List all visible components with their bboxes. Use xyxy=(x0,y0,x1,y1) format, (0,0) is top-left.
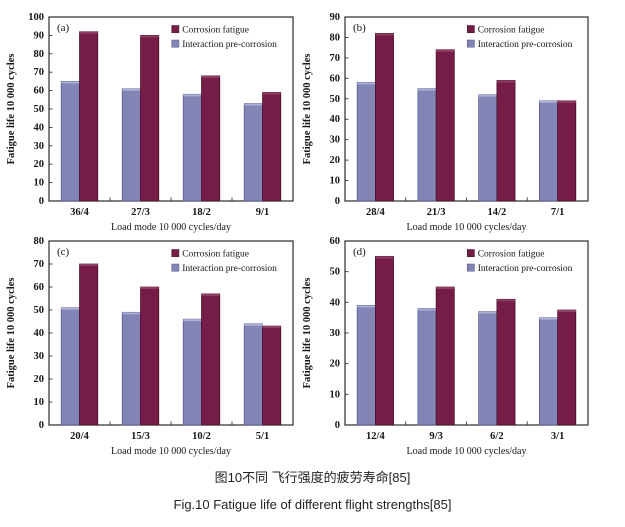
svg-text:15/3: 15/3 xyxy=(131,431,150,442)
svg-text:Corrosion fatigue: Corrosion fatigue xyxy=(478,24,545,35)
svg-text:40: 40 xyxy=(330,297,341,308)
svg-text:10: 10 xyxy=(34,397,45,408)
svg-text:50: 50 xyxy=(34,104,45,115)
svg-text:0: 0 xyxy=(335,420,340,431)
svg-text:Load mode 10 000 cycles/day: Load mode 10 000 cycles/day xyxy=(111,222,231,233)
svg-text:0: 0 xyxy=(39,196,44,207)
svg-text:18/2: 18/2 xyxy=(192,207,211,218)
svg-text:60: 60 xyxy=(330,236,341,247)
svg-text:50: 50 xyxy=(330,267,341,278)
svg-text:90: 90 xyxy=(34,30,45,41)
svg-text:40: 40 xyxy=(34,328,45,339)
svg-text:70: 70 xyxy=(34,259,45,270)
svg-text:Interaction pre-corrosion: Interaction pre-corrosion xyxy=(478,40,573,50)
svg-text:9/3: 9/3 xyxy=(429,431,442,442)
svg-text:10: 10 xyxy=(330,389,341,400)
svg-text:30: 30 xyxy=(330,328,341,339)
svg-text:9/1: 9/1 xyxy=(256,207,269,218)
svg-text:Interaction pre-corrosion: Interaction pre-corrosion xyxy=(182,40,277,50)
svg-text:0: 0 xyxy=(335,196,340,207)
svg-text:10/2: 10/2 xyxy=(192,431,211,442)
svg-text:40: 40 xyxy=(330,114,341,125)
svg-text:Corrosion fatigue: Corrosion fatigue xyxy=(182,248,249,259)
svg-text:90: 90 xyxy=(330,12,341,23)
svg-text:36/4: 36/4 xyxy=(70,207,89,218)
svg-text:Fig.10 Fatigue life of differe: Fig.10 Fatigue life of different flight … xyxy=(174,497,452,512)
svg-text:60: 60 xyxy=(34,282,45,293)
svg-text:10: 10 xyxy=(330,176,341,187)
svg-text:Corrosion fatigue: Corrosion fatigue xyxy=(182,24,249,35)
svg-text:Load mode 10 000 cycles/day: Load mode 10 000 cycles/day xyxy=(407,446,527,457)
svg-text:Corrosion fatigue: Corrosion fatigue xyxy=(478,248,545,259)
svg-text:60: 60 xyxy=(34,86,45,97)
svg-text:Fatigue life 10 000 cycles: Fatigue life 10 000 cycles xyxy=(6,54,17,165)
svg-text:0: 0 xyxy=(39,420,44,431)
svg-text:20: 20 xyxy=(330,155,341,166)
svg-text:100: 100 xyxy=(28,12,44,23)
svg-text:70: 70 xyxy=(34,67,45,78)
svg-text:50: 50 xyxy=(34,305,45,316)
svg-text:12/4: 12/4 xyxy=(366,431,385,442)
svg-text:27/3: 27/3 xyxy=(131,207,150,218)
svg-text:Interaction pre-corrosion: Interaction pre-corrosion xyxy=(478,264,573,274)
svg-text:6/2: 6/2 xyxy=(490,431,503,442)
svg-text:3/1: 3/1 xyxy=(551,431,564,442)
svg-text:40: 40 xyxy=(34,122,45,133)
svg-text:20: 20 xyxy=(34,374,45,385)
svg-text:80: 80 xyxy=(34,236,45,247)
svg-text:(a): (a) xyxy=(57,22,70,34)
svg-text:80: 80 xyxy=(34,49,45,60)
svg-text:5/1: 5/1 xyxy=(256,431,269,442)
svg-text:28/4: 28/4 xyxy=(366,207,385,218)
svg-text:30: 30 xyxy=(34,141,45,152)
svg-text:80: 80 xyxy=(330,32,341,43)
svg-text:(d): (d) xyxy=(353,246,366,258)
svg-text:7/1: 7/1 xyxy=(551,207,564,218)
svg-text:Interaction pre-corrosion: Interaction pre-corrosion xyxy=(182,264,277,274)
svg-text:20: 20 xyxy=(330,359,341,370)
svg-text:30: 30 xyxy=(330,135,341,146)
svg-text:Fatigue life 10 000 cycles: Fatigue life 10 000 cycles xyxy=(302,54,313,165)
svg-text:Load mode 10 000 cycles/day: Load mode 10 000 cycles/day xyxy=(111,446,231,457)
svg-text:20/4: 20/4 xyxy=(70,431,89,442)
svg-text:20: 20 xyxy=(34,159,45,170)
svg-text:60: 60 xyxy=(330,73,341,84)
svg-text:21/3: 21/3 xyxy=(427,207,446,218)
svg-text:(c): (c) xyxy=(57,246,70,258)
svg-text:10: 10 xyxy=(34,178,45,189)
svg-text:30: 30 xyxy=(34,351,45,362)
svg-text:Load mode 10 000 cycles/day: Load mode 10 000 cycles/day xyxy=(407,222,527,233)
svg-text:14/2: 14/2 xyxy=(488,207,507,218)
svg-text:70: 70 xyxy=(330,53,341,64)
svg-text:Fatigue life 10 000 cycles: Fatigue life 10 000 cycles xyxy=(6,278,17,389)
svg-text:图10不同 飞行强度的疲劳寿命[85]: 图10不同 飞行强度的疲劳寿命[85] xyxy=(215,470,411,485)
svg-text:Fatigue life 10 000 cycles: Fatigue life 10 000 cycles xyxy=(302,278,313,389)
svg-text:(b): (b) xyxy=(353,22,366,34)
svg-text:50: 50 xyxy=(330,94,341,105)
